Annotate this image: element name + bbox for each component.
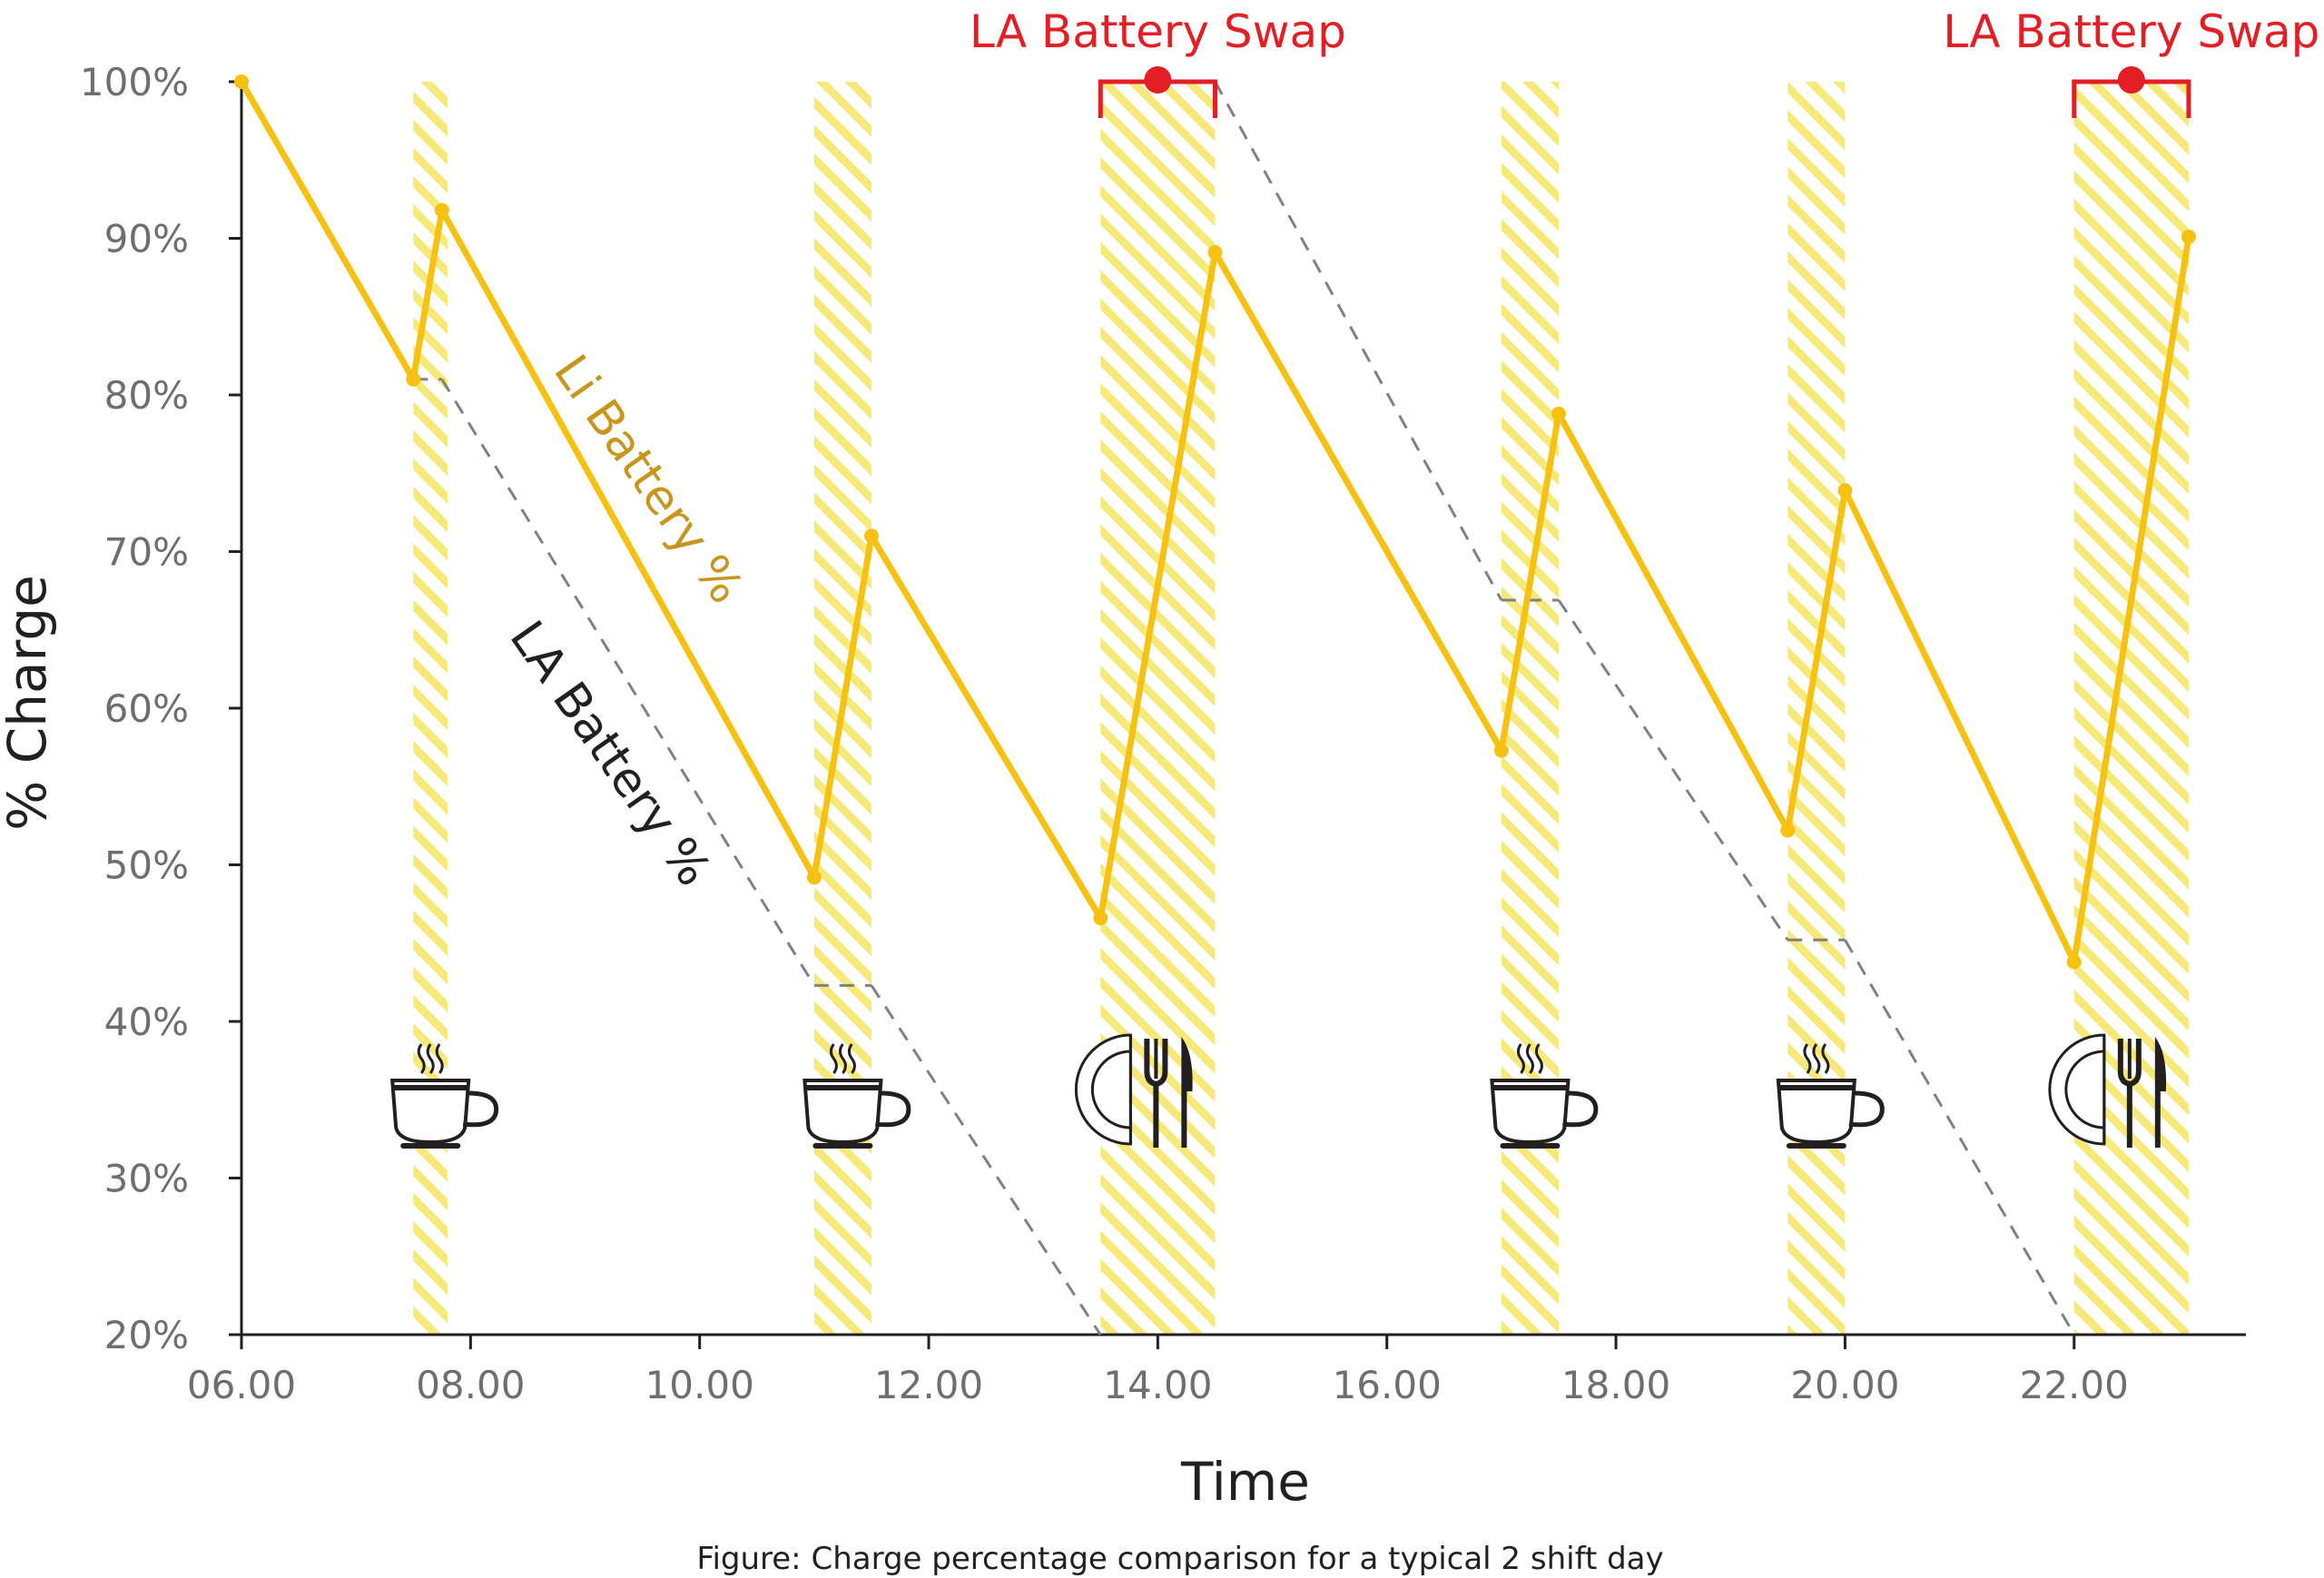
li-point	[406, 371, 421, 387]
y-tick-label: 40%	[104, 1000, 189, 1044]
y-tick-label: 70%	[104, 530, 189, 575]
x-tick-label: 08.00	[416, 1363, 525, 1407]
y-tick-label: 60%	[104, 686, 189, 731]
y-tick-label: 30%	[104, 1157, 189, 1201]
li-segment	[1211, 249, 1505, 754]
li-point	[1207, 245, 1223, 261]
li-segment	[1097, 249, 1218, 922]
x-tick-label: 14.00	[1103, 1363, 1212, 1407]
coffee-cup-icon	[1776, 1043, 1885, 1149]
li-segment	[811, 532, 875, 881]
li-point	[1837, 483, 1853, 498]
li-point	[434, 202, 449, 218]
coffee-cup-icon	[1490, 1043, 1599, 1149]
li-segment	[1784, 487, 1848, 834]
axes: 100% 90% 80% 70% 60% 50% 40% 30% 20% 06.00 08.00 10…	[80, 60, 2246, 1407]
x-tick-label: 18.00	[1561, 1363, 1670, 1407]
la-segment	[1844, 939, 2076, 1336]
plate-fork-knife-icon	[1074, 1033, 1193, 1148]
li-point	[234, 74, 249, 89]
li-point	[1093, 911, 1108, 926]
li-segment	[1498, 410, 1562, 754]
li-point	[2066, 954, 2082, 970]
li-point	[863, 528, 879, 544]
li-point	[1493, 743, 1509, 758]
la-segment	[1557, 599, 1789, 942]
break-periods	[413, 82, 2189, 1335]
li-point	[1551, 406, 1566, 421]
x-tick-label: 06.00	[187, 1363, 296, 1407]
li-segment	[1841, 487, 2078, 965]
swap-marker-0	[1144, 66, 1172, 94]
swap-label-1: LA Battery Swap	[1943, 5, 2319, 58]
battery-swap-annotations: LA Battery Swap LA Battery Swap	[970, 5, 2319, 118]
li-segment	[238, 78, 417, 383]
swap-marker-1	[2117, 66, 2145, 94]
la-segment	[870, 984, 1102, 1336]
li-segment	[868, 532, 1104, 922]
li-point	[806, 870, 822, 885]
x-tick-label: 16.00	[1333, 1363, 1442, 1407]
y-tick-label: 80%	[104, 373, 189, 418]
la-segment	[1214, 81, 1503, 601]
y-tick-label: 90%	[104, 217, 189, 261]
li-segment	[1555, 410, 1791, 834]
x-tick-label: 10.00	[645, 1363, 754, 1407]
x-tick-label: 12.00	[874, 1363, 983, 1407]
li-segment	[438, 206, 818, 881]
li-battery-series	[234, 74, 2196, 970]
y-tick-label: 20%	[104, 1313, 189, 1357]
x-tick-label: 22.00	[2020, 1363, 2129, 1407]
la-segment	[440, 378, 816, 987]
li-segment	[409, 206, 446, 383]
li-point	[1780, 823, 1796, 838]
coffee-cup-icon	[390, 1043, 499, 1149]
x-axis-title: Time	[1180, 1451, 1310, 1513]
break-icons	[390, 1033, 2167, 1149]
li-point	[2181, 229, 2196, 244]
y-tick-label: 50%	[104, 843, 189, 888]
y-tick-label: 100%	[80, 60, 189, 104]
coffee-cup-icon	[803, 1043, 911, 1149]
x-tick-label: 20.00	[1790, 1363, 1899, 1407]
swap-label-0: LA Battery Swap	[970, 5, 1346, 58]
figure-caption: Figure: Charge percentage comparison for…	[696, 1541, 1663, 1577]
y-axis-title: % Charge	[0, 575, 58, 831]
li-segment	[2071, 233, 2192, 965]
plate-fork-knife-icon	[2048, 1033, 2167, 1148]
